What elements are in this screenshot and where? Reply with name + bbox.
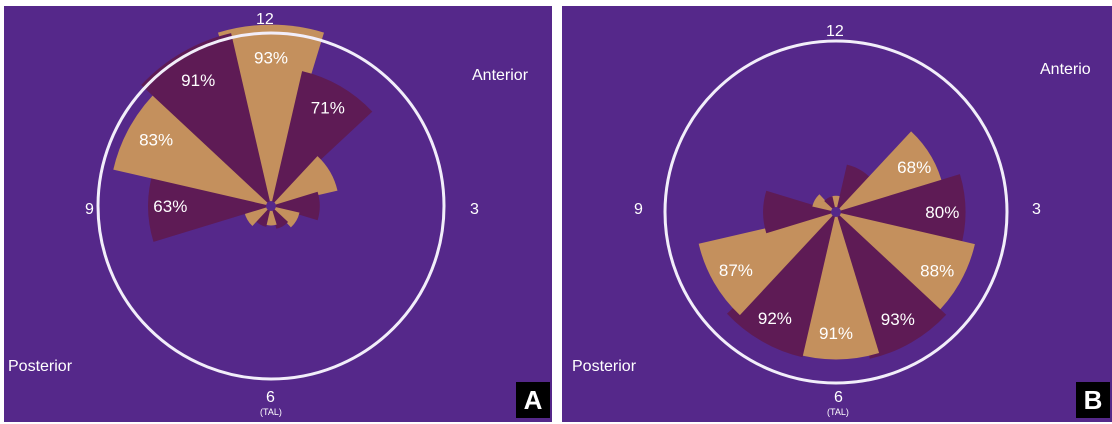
sector-label-11: 91% bbox=[181, 71, 215, 90]
sector-6 bbox=[265, 206, 277, 226]
sector-9 bbox=[763, 190, 836, 234]
panel-a: 93% 71% 63% 83% 91% 12 3 6 (TAL) 9 Anterior … bbox=[4, 6, 552, 422]
region-label-posterior: Posterior bbox=[8, 358, 73, 375]
panel-tag-b: B bbox=[1076, 382, 1110, 418]
sector-label-10: 83% bbox=[139, 131, 173, 150]
center-dot bbox=[266, 201, 276, 211]
sector-label-2: 68% bbox=[897, 158, 931, 177]
sector-6 bbox=[792, 212, 880, 360]
sector-3 bbox=[836, 174, 966, 250]
sector-1 bbox=[271, 71, 373, 206]
region-label-posterior: Posterior bbox=[572, 358, 637, 375]
sector-11 bbox=[141, 33, 271, 206]
reference-circle bbox=[663, 39, 1009, 385]
clock-label-3: 3 bbox=[470, 201, 479, 218]
polar-chart-a: 93% 71% 63% 83% 91% bbox=[96, 24, 446, 381]
clock-label-6-sub: (TAL) bbox=[260, 407, 282, 417]
sector-8 bbox=[698, 212, 836, 316]
sector-2 bbox=[271, 156, 338, 206]
sector-label-9: 63% bbox=[153, 197, 187, 216]
panel-b: 68% 80% 88% 93% 91% 92% 87% 12 3 6 (TAL) 9 Ant… bbox=[562, 6, 1112, 422]
polar-chart-b: 68% 80% 88% 93% 91% 92% 87% bbox=[663, 39, 1009, 385]
sector-7 bbox=[255, 206, 271, 227]
sector-4 bbox=[836, 212, 975, 317]
clock-label-3: 3 bbox=[1032, 201, 1041, 218]
panel-tag-a: A bbox=[516, 382, 550, 418]
sector-12 bbox=[218, 24, 324, 207]
sector-label-3: 80% bbox=[925, 203, 959, 222]
region-label-anterior: Anterio bbox=[1040, 61, 1091, 78]
sector-10 bbox=[812, 194, 836, 212]
sector-9 bbox=[148, 170, 271, 242]
clock-label-12: 12 bbox=[256, 11, 274, 28]
clock-label-6: 6 bbox=[834, 389, 843, 406]
sector-4 bbox=[271, 206, 300, 228]
sector-label-7: 92% bbox=[758, 309, 792, 328]
sector-7 bbox=[727, 212, 836, 358]
clock-label-9: 9 bbox=[634, 201, 643, 218]
sector-label-4: 88% bbox=[920, 261, 954, 280]
clock-label-6: 6 bbox=[266, 389, 275, 406]
sector-label-12: 93% bbox=[254, 48, 288, 67]
clock-label-9: 9 bbox=[85, 201, 94, 218]
reference-circle bbox=[96, 31, 446, 381]
sector-label-5: 93% bbox=[881, 310, 915, 329]
sector-label-1: 71% bbox=[311, 99, 345, 118]
sector-label-6: 91% bbox=[819, 324, 853, 343]
sector-3 bbox=[271, 191, 320, 221]
sector-1 bbox=[836, 164, 872, 212]
sector-12 bbox=[831, 195, 841, 212]
clock-label-12: 12 bbox=[826, 23, 844, 40]
sector-label-8: 87% bbox=[719, 261, 753, 280]
center-dot bbox=[831, 207, 841, 217]
clock-label-6-sub: (TAL) bbox=[827, 407, 849, 417]
sector-10 bbox=[113, 87, 271, 206]
region-label-anterior: Anterior bbox=[472, 67, 529, 84]
